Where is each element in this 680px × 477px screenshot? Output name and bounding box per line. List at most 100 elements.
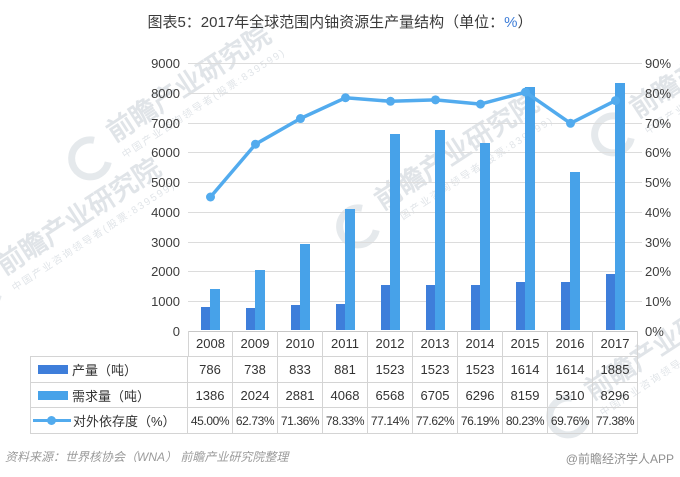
gridline xyxy=(188,271,642,273)
demand-value-cell: 6296 xyxy=(458,383,503,408)
y-axis-label: 0 xyxy=(172,324,180,339)
credit-note: @前瞻经济学人APP xyxy=(565,452,674,466)
gridline xyxy=(188,301,642,303)
year-header-cell: 2016 xyxy=(548,331,593,357)
chart-title-unit: % xyxy=(504,14,518,31)
line-point-marker xyxy=(296,114,305,124)
demand-value-cell: 8159 xyxy=(503,383,548,408)
y2-axis-label: 10% xyxy=(645,294,672,310)
y-axis-label: 6000 xyxy=(151,145,180,161)
production-value-cell: 833 xyxy=(278,357,323,383)
dependency-line-swatch xyxy=(33,416,71,425)
demand-value-cell: 2881 xyxy=(278,383,323,408)
production-value-cell: 881 xyxy=(323,357,368,383)
production-value-cell: 1614 xyxy=(503,357,548,383)
bar-production xyxy=(201,306,210,330)
line-point-marker xyxy=(341,93,350,103)
gridline xyxy=(188,182,642,184)
bar-demand xyxy=(210,288,220,330)
y-axis-label: 4000 xyxy=(151,204,180,220)
line-point-marker xyxy=(206,192,215,202)
y2-axis-label: 0% xyxy=(645,324,664,339)
production-value-cell: 738 xyxy=(233,357,278,383)
bar-production xyxy=(471,284,480,330)
y2-axis-label: 90% xyxy=(645,56,672,71)
production-value-cell: 1523 xyxy=(368,357,413,383)
line-point-marker xyxy=(251,139,260,149)
bar-production xyxy=(291,305,300,330)
legend-cell: 产量（吨） xyxy=(30,357,188,383)
bar-demand xyxy=(525,87,535,330)
gridline xyxy=(188,92,642,94)
gridline xyxy=(188,241,642,243)
legend-label: 需求量（吨） xyxy=(72,388,151,404)
bar-production xyxy=(606,273,615,330)
production-value-cell: 786 xyxy=(188,357,233,383)
dependency-value-cell: 77.38% xyxy=(593,408,638,434)
year-header-cell: 2011 xyxy=(323,331,368,357)
x-axis-line xyxy=(188,331,638,332)
bar-production xyxy=(561,281,570,330)
legend-cell: 对外依存度（%） xyxy=(30,408,188,434)
legend-label: 产量（吨） xyxy=(72,363,138,378)
line-point-marker xyxy=(566,118,575,128)
legend-label: 对外依存度（%） xyxy=(73,414,176,429)
legend-cell: 需求量（吨） xyxy=(30,383,188,408)
y2-axis-label: 20% xyxy=(645,264,672,280)
bar-production xyxy=(246,308,255,330)
line-point-marker xyxy=(611,96,620,106)
year-header-cell: 2008 xyxy=(188,331,233,357)
dependency-line xyxy=(208,90,618,199)
y-axis-label: 1000 xyxy=(151,294,180,310)
demand-value-cell: 4068 xyxy=(323,383,368,408)
demand-value-cell: 6705 xyxy=(413,383,458,408)
demand-swatch xyxy=(38,390,68,400)
line-point-marker xyxy=(476,99,485,109)
y2-axis-label: 60% xyxy=(645,145,672,161)
gridline xyxy=(188,63,642,64)
dependency-value-cell: 45.00% xyxy=(188,408,233,434)
bar-production xyxy=(426,284,435,330)
dependency-value-cell: 77.14% xyxy=(368,408,413,434)
demand-value-cell: 2024 xyxy=(233,383,278,408)
dependency-value-cell: 77.62% xyxy=(413,408,458,434)
demand-value-cell: 8296 xyxy=(593,383,638,408)
y-axis-label: 3000 xyxy=(151,234,180,250)
year-header-cell: 2009 xyxy=(233,331,278,357)
y-axis-label: 9000 xyxy=(151,56,180,71)
bar-production xyxy=(381,284,390,330)
chart-plot xyxy=(188,63,642,332)
line-point-marker xyxy=(431,95,440,105)
gridline xyxy=(188,122,642,124)
production-value-cell: 1885 xyxy=(593,357,638,383)
y-axis-label: 8000 xyxy=(151,85,180,101)
bar-production xyxy=(516,281,525,330)
dependency-value-cell: 71.36% xyxy=(278,408,323,434)
bar-demand xyxy=(345,208,355,330)
bar-demand xyxy=(435,130,445,330)
y-axis-label: 7000 xyxy=(151,115,180,131)
production-value-cell: 1614 xyxy=(548,357,593,383)
dependency-value-cell: 78.33% xyxy=(323,408,368,434)
y2-axis-label: 80% xyxy=(645,85,672,101)
year-header-cell: 2017 xyxy=(593,331,638,357)
bar-demand xyxy=(570,171,580,330)
chart-title-suffix: ） xyxy=(517,14,533,31)
line-point-marker xyxy=(386,96,395,106)
y-axis-label: 5000 xyxy=(151,175,180,191)
demand-value-cell: 5310 xyxy=(548,383,593,408)
demand-value-cell: 1386 xyxy=(188,383,233,408)
bar-demand xyxy=(255,269,265,330)
dependency-value-cell: 69.76% xyxy=(548,408,593,434)
bar-demand xyxy=(390,134,400,330)
year-header-cell: 2013 xyxy=(413,331,458,357)
production-value-cell: 1523 xyxy=(458,357,503,383)
production-swatch xyxy=(38,365,68,374)
dependency-line-series xyxy=(206,87,620,202)
table-corner-cell xyxy=(30,331,188,357)
production-value-cell: 1523 xyxy=(413,357,458,383)
bar-production xyxy=(336,303,345,330)
gridline xyxy=(188,211,642,213)
chart-title: 图表5：2017年全球范围内铀资源生产量结构（单位：%） xyxy=(0,11,680,32)
